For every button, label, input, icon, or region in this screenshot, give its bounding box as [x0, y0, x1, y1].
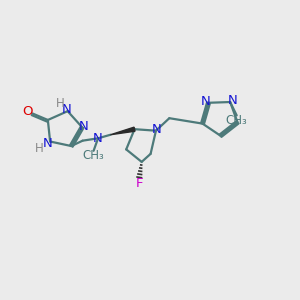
Text: O: O: [22, 106, 32, 118]
Text: N: N: [61, 103, 71, 116]
Text: H: H: [34, 142, 43, 154]
Text: N: N: [43, 136, 52, 149]
Text: N: N: [78, 120, 88, 133]
Polygon shape: [110, 127, 135, 135]
Text: CH₃: CH₃: [83, 149, 104, 162]
Text: F: F: [136, 177, 143, 190]
Text: N: N: [228, 94, 237, 107]
Text: H: H: [56, 97, 64, 110]
Text: CH₃: CH₃: [226, 114, 248, 127]
Text: N: N: [93, 132, 103, 145]
Text: N: N: [201, 95, 211, 108]
Text: N: N: [152, 123, 161, 136]
